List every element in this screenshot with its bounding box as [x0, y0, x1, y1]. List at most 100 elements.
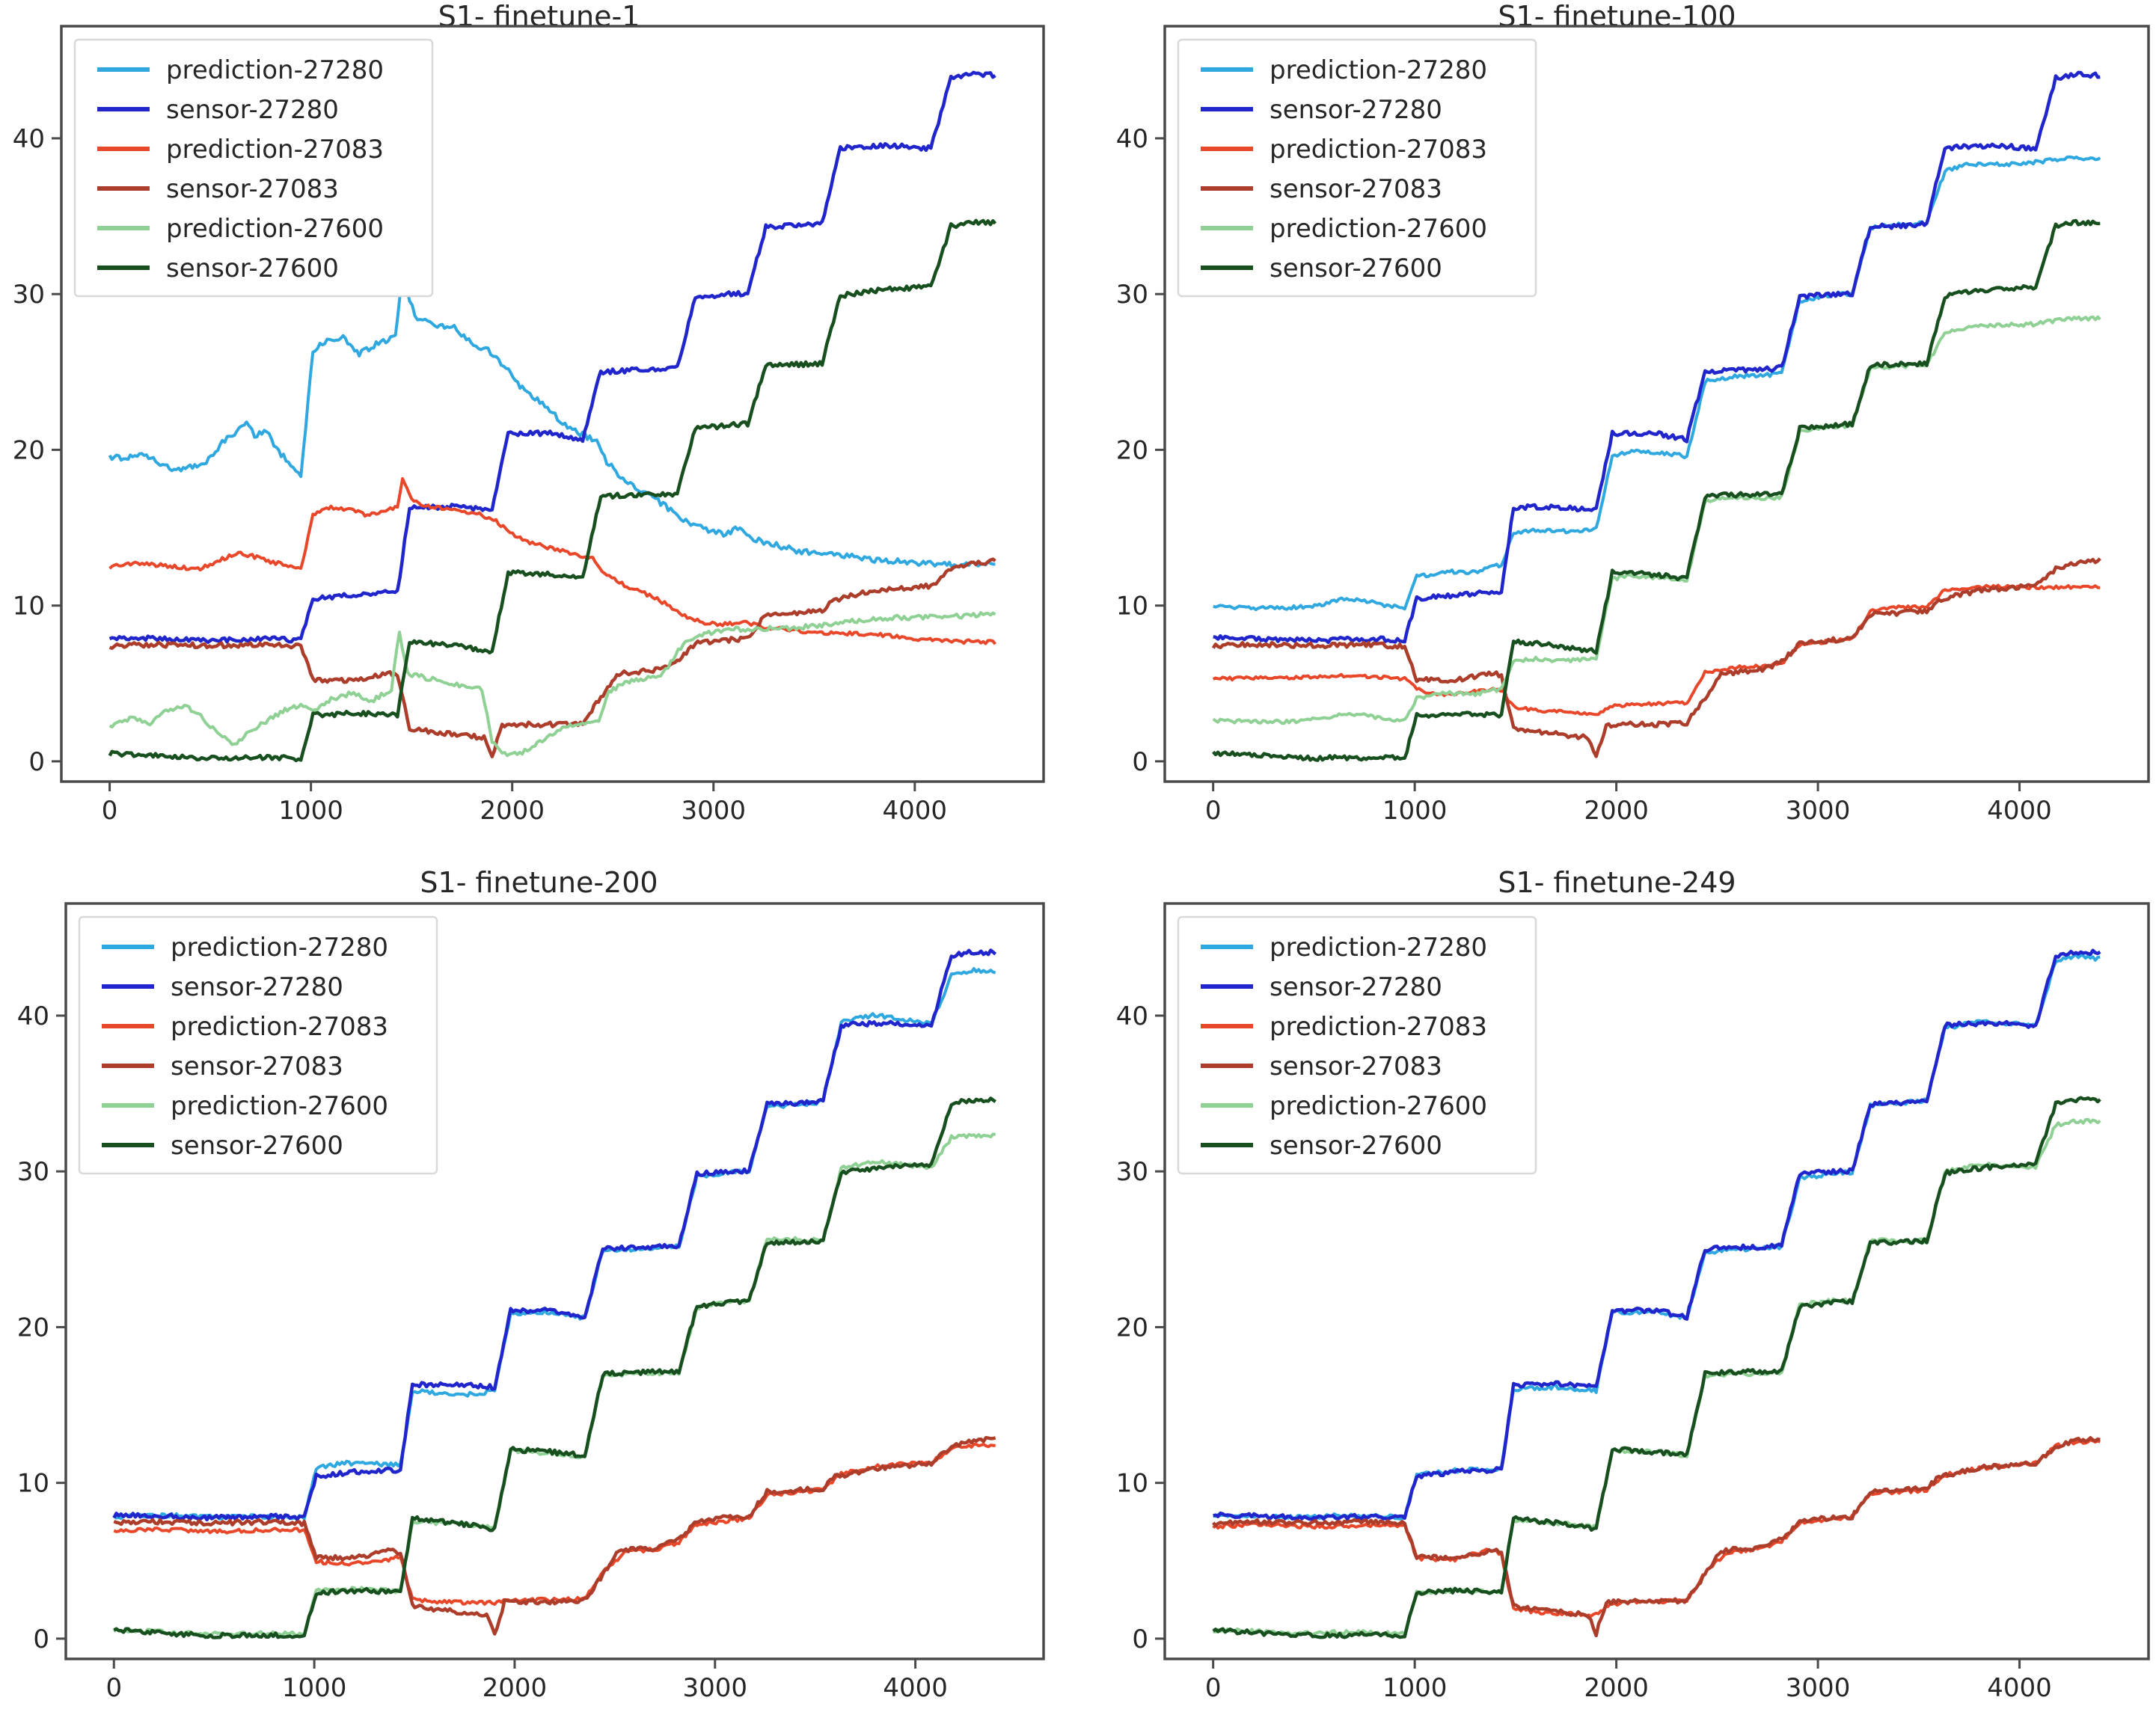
series-prediction-27280	[1213, 155, 2101, 612]
legend-box	[1177, 38, 1537, 298]
series-sensor-27280	[1213, 70, 2101, 645]
series-prediction-27083	[1212, 1438, 2101, 1618]
x-tick-label: 2000	[1584, 796, 1649, 826]
series-sensor-27600	[1212, 1096, 2101, 1639]
series-prediction-27083	[1212, 583, 2101, 717]
axis-ticks: 0 1000 2000 3000 4000 0 10 20 30 40	[17, 1001, 948, 1703]
x-tick-label: 4000	[883, 1673, 948, 1703]
legend: prediction-27280 sensor-27280 prediction-2…	[73, 38, 434, 298]
x-tick-label: 4000	[1987, 1673, 2052, 1703]
y-tick-label: 40	[1116, 124, 1148, 154]
legend-label: sensor-27083	[1270, 1052, 1442, 1081]
y-tick-label: 30	[1116, 1157, 1148, 1187]
series-group	[1211, 948, 2101, 1639]
series-sensor-27280	[1213, 948, 2101, 1521]
y-tick-label: 0	[1132, 1624, 1148, 1654]
legend-label: prediction-27083	[171, 1012, 388, 1042]
x-tick-label: 1000	[1382, 1673, 1448, 1703]
chart-panel-finetune-200: S1- finetune-200 0 1000 2000 3000 4000 0 10 20 3…	[0, 854, 1078, 1708]
legend-label: sensor-27600	[1270, 254, 1442, 283]
x-tick-label: 3000	[1786, 796, 1851, 826]
series-prediction-27600	[112, 1132, 996, 1638]
y-tick-label: 0	[33, 1624, 49, 1654]
legend-label: sensor-27280	[166, 95, 339, 125]
series-sensor-27280	[112, 948, 997, 1522]
y-tick-label: 10	[13, 592, 45, 622]
series-sensor-27083	[108, 557, 996, 758]
legend-label: sensor-27083	[166, 174, 339, 204]
y-tick-label: 20	[1116, 1313, 1148, 1343]
series-sensor-27083	[113, 1435, 996, 1636]
y-tick-label: 10	[17, 1469, 49, 1499]
series-prediction-27600	[108, 611, 996, 758]
series-sensor-27600	[108, 218, 997, 763]
legend-label: sensor-27280	[1270, 95, 1442, 125]
legend-label: prediction-27083	[166, 135, 384, 165]
y-tick-label: 40	[1116, 1001, 1148, 1031]
axes-frame	[1163, 902, 2150, 1660]
legend-label: prediction-27600	[166, 214, 384, 244]
x-tick-label: 0	[105, 1673, 122, 1703]
chart-panel-finetune-100: S1- finetune-100 0 1000 2000 3000 4000 0 10 20 3…	[1078, 0, 2156, 854]
legend: prediction-27280 sensor-27280 prediction-2…	[1177, 915, 1537, 1175]
legend-label: prediction-27600	[171, 1091, 388, 1121]
legend-label: prediction-27083	[1270, 1012, 1487, 1042]
y-tick-label: 30	[13, 280, 45, 310]
y-tick-label: 40	[13, 124, 45, 154]
y-tick-label: 20	[17, 1313, 49, 1343]
x-tick-label: 3000	[681, 796, 746, 826]
legend-label: sensor-27083	[1270, 174, 1442, 204]
y-tick-label: 10	[1116, 592, 1148, 622]
series-group	[112, 948, 997, 1639]
chart-title: S1- finetune-249	[1498, 866, 1736, 899]
legend-label: sensor-27280	[1270, 972, 1442, 1002]
x-tick-label: 1000	[278, 796, 343, 826]
chart-canvas: 0 1000 2000 3000 4000 0 10 20 30 40 prediction-272…	[17, 902, 1045, 1703]
y-tick-label: 20	[1116, 435, 1148, 465]
y-tick-label: 30	[1116, 280, 1148, 310]
series-prediction-27083	[113, 1443, 996, 1606]
y-tick-label: 20	[13, 435, 45, 465]
legend-box	[73, 38, 434, 298]
legend: prediction-27280 sensor-27280 prediction-2…	[78, 915, 438, 1175]
legend: prediction-27280 sensor-27280 prediction-2…	[1177, 38, 1537, 298]
x-tick-label: 2000	[1584, 1673, 1649, 1703]
series-group	[1211, 70, 2101, 762]
legend-label: sensor-27600	[1270, 1131, 1442, 1161]
chart-canvas: 0 1000 2000 3000 4000 0 10 20 30 40 prediction-272…	[1116, 902, 2150, 1703]
y-tick-label: 0	[1132, 747, 1148, 777]
legend-label: prediction-27280	[1270, 55, 1487, 85]
axes-frame	[60, 25, 1045, 783]
series-group	[108, 70, 997, 763]
legend-box	[78, 915, 438, 1175]
series-prediction-27280	[108, 269, 996, 569]
legend-label: prediction-27600	[1270, 214, 1487, 244]
series-prediction-27600	[1213, 1117, 2101, 1637]
x-tick-label: 4000	[1987, 796, 2052, 826]
chart-canvas: 0 1000 2000 3000 4000 0 10 20 30 40 prediction-272…	[13, 25, 1045, 826]
legend-label: sensor-27280	[171, 972, 343, 1002]
series-prediction-27600	[1212, 315, 2101, 725]
y-tick-label: 40	[17, 1001, 49, 1031]
x-tick-label: 0	[1205, 796, 1222, 826]
y-tick-label: 0	[28, 747, 45, 777]
x-tick-label: 3000	[1786, 1673, 1851, 1703]
axis-ticks: 0 1000 2000 3000 4000 0 10 20 30 40	[13, 124, 947, 826]
x-tick-label: 3000	[682, 1673, 747, 1703]
x-tick-label: 0	[1205, 1673, 1222, 1703]
chart-canvas: 0 1000 2000 3000 4000 0 10 20 30 40 prediction-272…	[1116, 25, 2150, 826]
axes-frame	[64, 902, 1045, 1660]
series-sensor-27600	[113, 1096, 996, 1639]
y-tick-label: 30	[17, 1157, 49, 1187]
legend-label: prediction-27083	[1270, 135, 1487, 165]
legend-label: prediction-27280	[166, 55, 384, 85]
chart-title: S1- finetune-200	[420, 866, 658, 899]
x-tick-label: 1000	[282, 1673, 347, 1703]
axis-ticks: 0 1000 2000 3000 4000 0 10 20 30 40	[1116, 124, 2052, 826]
series-sensor-27280	[108, 70, 996, 645]
legend-box	[1177, 915, 1537, 1175]
legend-label: sensor-27600	[171, 1131, 343, 1161]
x-tick-label: 2000	[480, 796, 545, 826]
x-tick-label: 1000	[1382, 796, 1448, 826]
axes-frame	[1163, 25, 2150, 783]
